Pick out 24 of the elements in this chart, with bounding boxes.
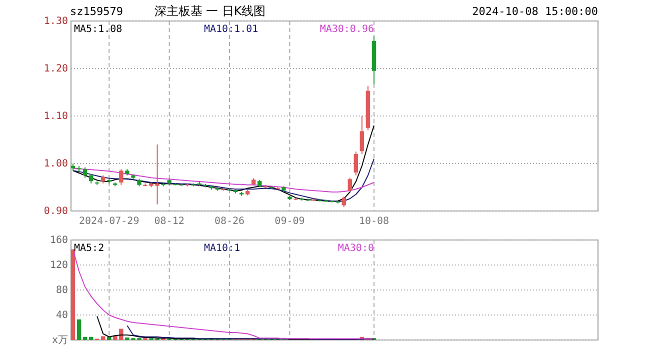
text: MA30:0 — [338, 243, 374, 254]
x-tick-label: 10-08 — [358, 216, 390, 228]
y-tick-label: 1.20 — [44, 64, 68, 75]
chart-title: 深主板基 一 日K线图 — [154, 4, 266, 18]
y-tick-label: 1.00 — [44, 158, 68, 170]
text: MA30:0.96 — [320, 24, 374, 35]
y-tick-label: 40 — [56, 310, 68, 322]
x-tick-label: 08-12 — [154, 216, 184, 228]
chart-subtitle: sz159579 — [70, 5, 123, 18]
text: MA5:2 — [74, 243, 104, 254]
text: MA10:1.01 — [204, 24, 258, 35]
y-tick-label: 0.90 — [44, 206, 68, 218]
y-tick-label: 120 — [50, 260, 68, 272]
text: 2024-10-08 15:00:00 — [472, 5, 598, 18]
x-tick-label: 2024-07-29 — [79, 216, 140, 228]
x-tick-label: 08-26 — [214, 216, 245, 228]
y-tick-label: 1.10 — [44, 111, 68, 122]
x-tick-label: 09-09 — [274, 216, 305, 228]
y-tick-label: x万 — [52, 335, 68, 346]
y-tick-label: 160 — [50, 235, 68, 246]
text: MA10:1 — [204, 243, 240, 254]
y-tick-label: 80 — [56, 285, 68, 296]
y-tick-label: 1.30 — [44, 16, 68, 28]
text: MA5:1.08 — [74, 24, 122, 35]
